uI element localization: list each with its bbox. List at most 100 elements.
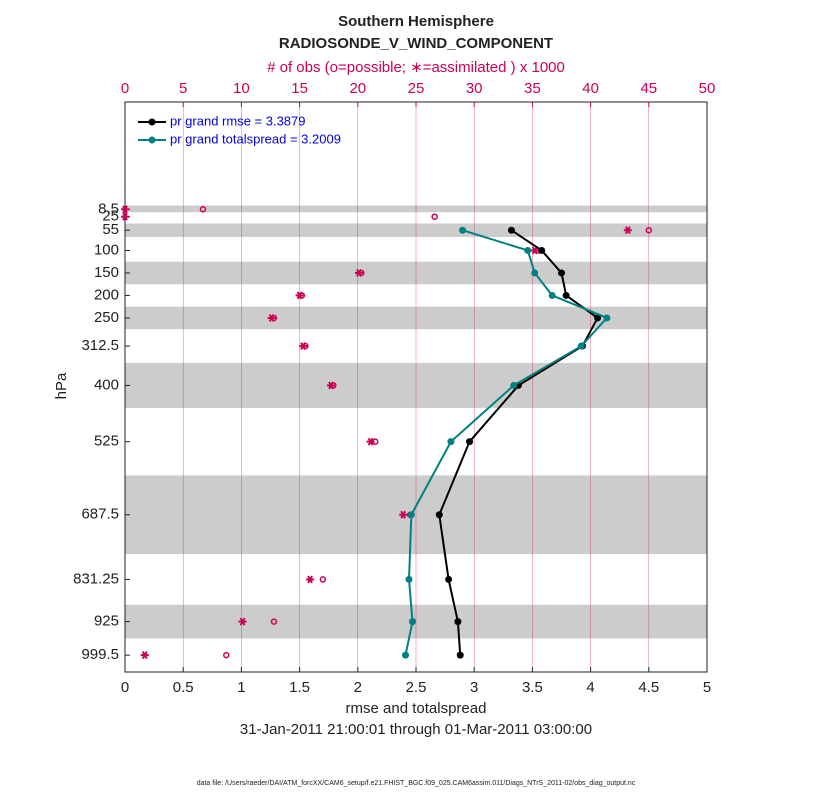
- star-stroke: [367, 437, 374, 446]
- y-tick-label: 925: [94, 613, 119, 630]
- top-tick-label: 5: [179, 80, 187, 97]
- star-stroke: [141, 651, 148, 660]
- x-axis-label: rmse and totalspread: [346, 700, 487, 717]
- series-point: [562, 291, 570, 299]
- star-stroke: [400, 510, 407, 519]
- series-point: [435, 511, 443, 519]
- star-stroke: [531, 246, 538, 255]
- obs-assimilated: [295, 291, 304, 300]
- top-tick-label: 50: [699, 80, 716, 97]
- top-tick-label: 20: [349, 80, 366, 97]
- y-tick-label: 150: [94, 264, 119, 281]
- series-point: [577, 342, 585, 350]
- series-point: [548, 291, 556, 299]
- legend-marker: [148, 118, 156, 126]
- star-stroke: [328, 381, 334, 390]
- series-point: [603, 314, 611, 322]
- top-tick-label: 15: [291, 80, 308, 97]
- top-axis-label: # of obs (o=possible; ∗=assimilated ) x …: [267, 59, 565, 76]
- y-tick-label: 831.25: [73, 570, 119, 587]
- y-tick-label: 250: [94, 309, 119, 326]
- obs-assimilated: [306, 575, 315, 584]
- series-point: [402, 651, 410, 659]
- obs-assimilated: [399, 510, 408, 519]
- series-point: [407, 511, 415, 519]
- y-axis-label: hPa: [53, 372, 70, 399]
- y-tick-label: 312.5: [81, 337, 119, 354]
- obs-assimilated: [354, 268, 363, 277]
- obs-assimilated: [121, 205, 129, 214]
- series-line: [404, 229, 609, 656]
- series-point: [409, 618, 417, 626]
- obs-possible: [199, 206, 207, 213]
- x-tick-label: 2: [354, 679, 362, 696]
- x-tick-label: 0.5: [173, 679, 194, 696]
- series-point: [454, 618, 462, 626]
- y-tick-label: 25: [102, 208, 119, 225]
- obs-assimilated: [327, 381, 336, 390]
- series-point: [531, 269, 539, 277]
- top-tick-label: 0: [121, 80, 129, 97]
- series-point: [456, 651, 464, 659]
- chart-subtitle: RADIOSONDE_V_WIND_COMPONENT: [279, 35, 553, 52]
- series-point: [594, 314, 602, 322]
- obs-assimilated: [140, 651, 149, 660]
- star-stroke: [356, 268, 362, 277]
- star-stroke: [239, 617, 246, 626]
- y-tick-label: 999.5: [81, 646, 119, 663]
- series-point: [466, 438, 474, 446]
- top-tick-label: 35: [524, 80, 541, 97]
- star-stroke: [268, 313, 275, 322]
- star-stroke: [296, 291, 303, 300]
- star-stroke: [122, 212, 128, 221]
- series-point: [459, 226, 467, 234]
- obs-possible: [431, 213, 438, 220]
- series-point: [510, 381, 518, 389]
- obs-possible: [270, 618, 278, 625]
- obs-assimilated: [267, 313, 276, 322]
- y-tick-label: 687.5: [81, 506, 119, 523]
- chart-title: Southern Hemisphere: [338, 13, 494, 30]
- obs-possible: [645, 226, 653, 234]
- top-tick-label: 10: [233, 80, 250, 97]
- obs-assimilated: [299, 342, 308, 351]
- footnote: data file: /Users/raeder/DAI/ATM_forcXX/…: [197, 780, 636, 787]
- series-point: [524, 246, 532, 254]
- legend-marker: [148, 136, 156, 144]
- obs-possible: [223, 651, 230, 659]
- y-tick-label: 525: [94, 433, 119, 450]
- obs-assimilated: [623, 226, 632, 235]
- obs-possible: [319, 576, 327, 583]
- star-stroke: [122, 205, 128, 214]
- obs-assimilated: [530, 246, 539, 255]
- star-stroke: [307, 575, 313, 584]
- series-point: [558, 269, 565, 277]
- obs-assimilated: [121, 212, 129, 221]
- legend-label: pr grand totalspread = 3.2009: [170, 131, 341, 146]
- star-stroke: [624, 226, 631, 235]
- x-tick-label: 0: [121, 679, 129, 696]
- series-point: [447, 438, 455, 446]
- x-tick-label: 3: [470, 679, 478, 696]
- y-tick-label: 8.5: [98, 200, 119, 217]
- x-tick-label: 1.5: [289, 679, 310, 696]
- series-point: [538, 246, 546, 254]
- x-tick-label: 4.5: [638, 679, 659, 696]
- series-point: [445, 575, 453, 583]
- x-tick-label: 1: [237, 679, 245, 696]
- series-line: [438, 229, 599, 656]
- obs-assimilated: [366, 437, 375, 446]
- y-tick-label: 200: [94, 286, 119, 303]
- top-tick-label: 45: [640, 80, 657, 97]
- top-tick-label: 40: [582, 80, 599, 97]
- top-tick-label: 25: [408, 80, 425, 97]
- series-point: [405, 575, 413, 583]
- legend-label: pr grand rmse = 3.3879: [170, 113, 306, 128]
- x-tick-label: 3.5: [522, 679, 543, 696]
- obs-assimilated: [238, 617, 247, 626]
- x-tick-label: 4: [586, 679, 594, 696]
- x-tick-label: 5: [703, 679, 711, 696]
- date-range: 31-Jan-2011 21:00:01 through 01-Mar-2011…: [240, 721, 592, 738]
- y-tick-label: 400: [94, 376, 119, 393]
